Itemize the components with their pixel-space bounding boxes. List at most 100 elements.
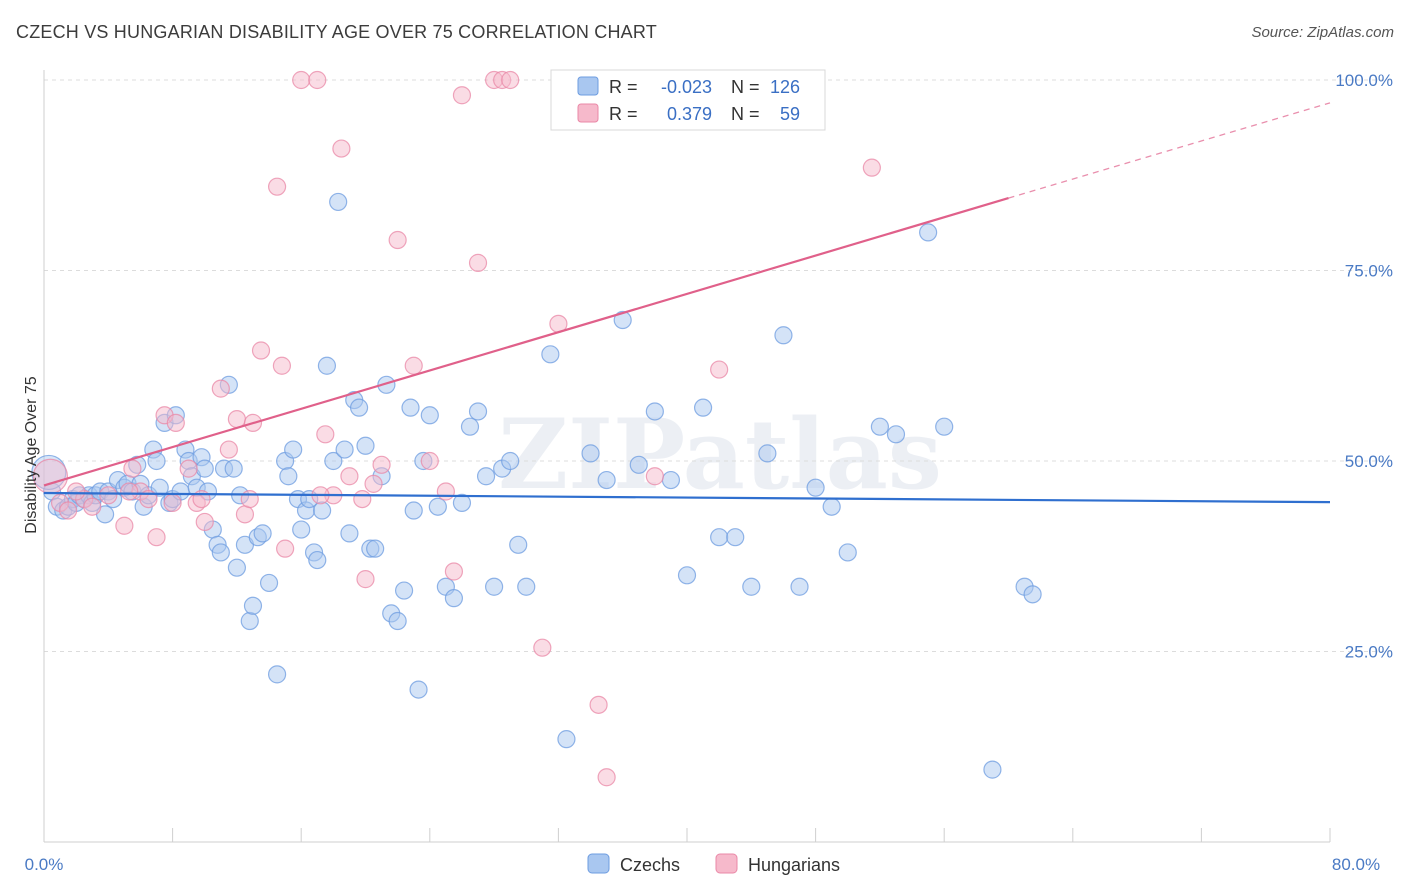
- hungarians-point: [83, 497, 102, 516]
- czechs-point: [742, 577, 761, 596]
- czechs-point: [541, 345, 560, 364]
- czechs-point: [195, 459, 214, 478]
- czechs-point: [677, 566, 697, 585]
- y-tick-label: 25.0%: [1345, 643, 1393, 662]
- hungarians-point: [316, 425, 335, 444]
- czechs-point: [308, 550, 327, 570]
- czechs-point: [460, 417, 480, 436]
- czechs-point: [267, 665, 287, 684]
- legend-n-label: N =: [731, 104, 760, 124]
- czechs-point: [726, 528, 745, 547]
- czechs-point: [886, 425, 906, 444]
- czechs-point: [428, 497, 447, 516]
- czechs-point: [501, 451, 520, 471]
- bottom-legend-swatch-hungarians: [715, 853, 738, 874]
- hungarians-point: [372, 455, 391, 474]
- czechs-point: [983, 760, 1002, 779]
- czechs-point: [240, 611, 259, 631]
- hungarians-point: [59, 501, 78, 520]
- hungarians-point: [332, 139, 351, 158]
- hungarians-point: [166, 413, 185, 432]
- czechs-point: [710, 528, 729, 547]
- czechs-point: [661, 470, 681, 490]
- hungarians-point: [235, 505, 255, 524]
- czechs-point: [870, 417, 890, 436]
- czechs-point: [693, 398, 713, 417]
- legend-n-value: 59: [780, 104, 800, 124]
- czechs-point: [758, 444, 777, 463]
- hungarians-point: [251, 341, 271, 360]
- czechs-point: [317, 356, 337, 375]
- hungarians-point: [420, 451, 439, 471]
- hungarians-point: [364, 474, 383, 493]
- hungarians-point: [589, 695, 608, 714]
- czechs-point: [253, 524, 272, 543]
- czechs-point: [581, 444, 600, 463]
- czechs-point: [329, 192, 348, 212]
- hungarians-point: [356, 570, 375, 589]
- hungarians-point: [645, 467, 664, 486]
- hungarians-point: [710, 360, 729, 379]
- czechs-point: [349, 398, 369, 417]
- czechs-point: [420, 406, 439, 425]
- czechs-point: [774, 326, 793, 345]
- czechs-point: [790, 577, 809, 596]
- hungarians-trend-extension: [1008, 102, 1331, 199]
- hungarians-point: [862, 158, 881, 177]
- grid-lines: [44, 79, 1392, 652]
- czechs-point: [838, 543, 857, 562]
- y-tick-label: 50.0%: [1345, 452, 1393, 471]
- czechs-point: [366, 539, 385, 558]
- bottom-legend-label-hungarians: Hungarians: [748, 855, 840, 875]
- czechs-point: [919, 223, 938, 242]
- y-tick-label: 100.0%: [1335, 71, 1393, 90]
- legend-swatch-czechs: [577, 76, 599, 96]
- czechs-point: [645, 402, 664, 421]
- hungarians-point: [468, 253, 488, 272]
- czechs-point: [284, 440, 303, 459]
- legend-r-label: R =: [609, 77, 638, 97]
- hungarians-point: [240, 490, 259, 509]
- x-tick-label-max: 80.0%: [1332, 855, 1380, 874]
- czechs-point: [597, 470, 616, 490]
- czechs-point: [629, 455, 648, 474]
- legend-n-value: 126: [770, 77, 800, 97]
- legend-r-value: -0.023: [661, 77, 712, 97]
- y-tick-label: 75.0%: [1345, 262, 1393, 281]
- czechs-point: [409, 680, 428, 699]
- hungarians-point: [533, 638, 552, 657]
- hungarians-point: [211, 379, 230, 398]
- chart-title: CZECH VS HUNGARIAN DISABILITY AGE OVER 7…: [16, 22, 657, 42]
- hungarians-point: [123, 459, 142, 478]
- czechs-point: [509, 535, 528, 554]
- hungarians-point: [308, 70, 327, 90]
- hungarians-point: [388, 230, 407, 250]
- hungarians-point: [147, 528, 166, 547]
- hungarians-point: [353, 490, 372, 509]
- czechs-point: [485, 577, 504, 596]
- czechs-point: [557, 730, 576, 749]
- czechs-point: [227, 558, 246, 577]
- hungarians-point: [267, 177, 287, 196]
- hungarians-point: [195, 512, 214, 532]
- hungarians-point: [276, 539, 295, 558]
- hungarians-point: [272, 356, 292, 375]
- data-points: [31, 70, 1042, 787]
- czechs-point: [279, 467, 298, 486]
- y-tick-labels: 25.0% 50.0% 75.0% 100.0%: [1335, 71, 1393, 662]
- czechs-point: [340, 524, 359, 543]
- hungarians-point: [115, 516, 134, 535]
- czechs-point: [452, 493, 472, 513]
- czechs-point: [224, 459, 243, 478]
- czechs-point: [356, 436, 375, 455]
- czechs-point: [935, 417, 954, 436]
- czechs-point: [444, 589, 464, 608]
- hungarians-point: [452, 86, 472, 105]
- czechs-point: [613, 310, 632, 330]
- czechs-point: [324, 451, 343, 471]
- source-note: Source: ZipAtlas.com: [1251, 24, 1394, 41]
- czechs-point: [476, 467, 496, 486]
- hungarians-point: [99, 486, 118, 505]
- czechs-point: [259, 573, 279, 593]
